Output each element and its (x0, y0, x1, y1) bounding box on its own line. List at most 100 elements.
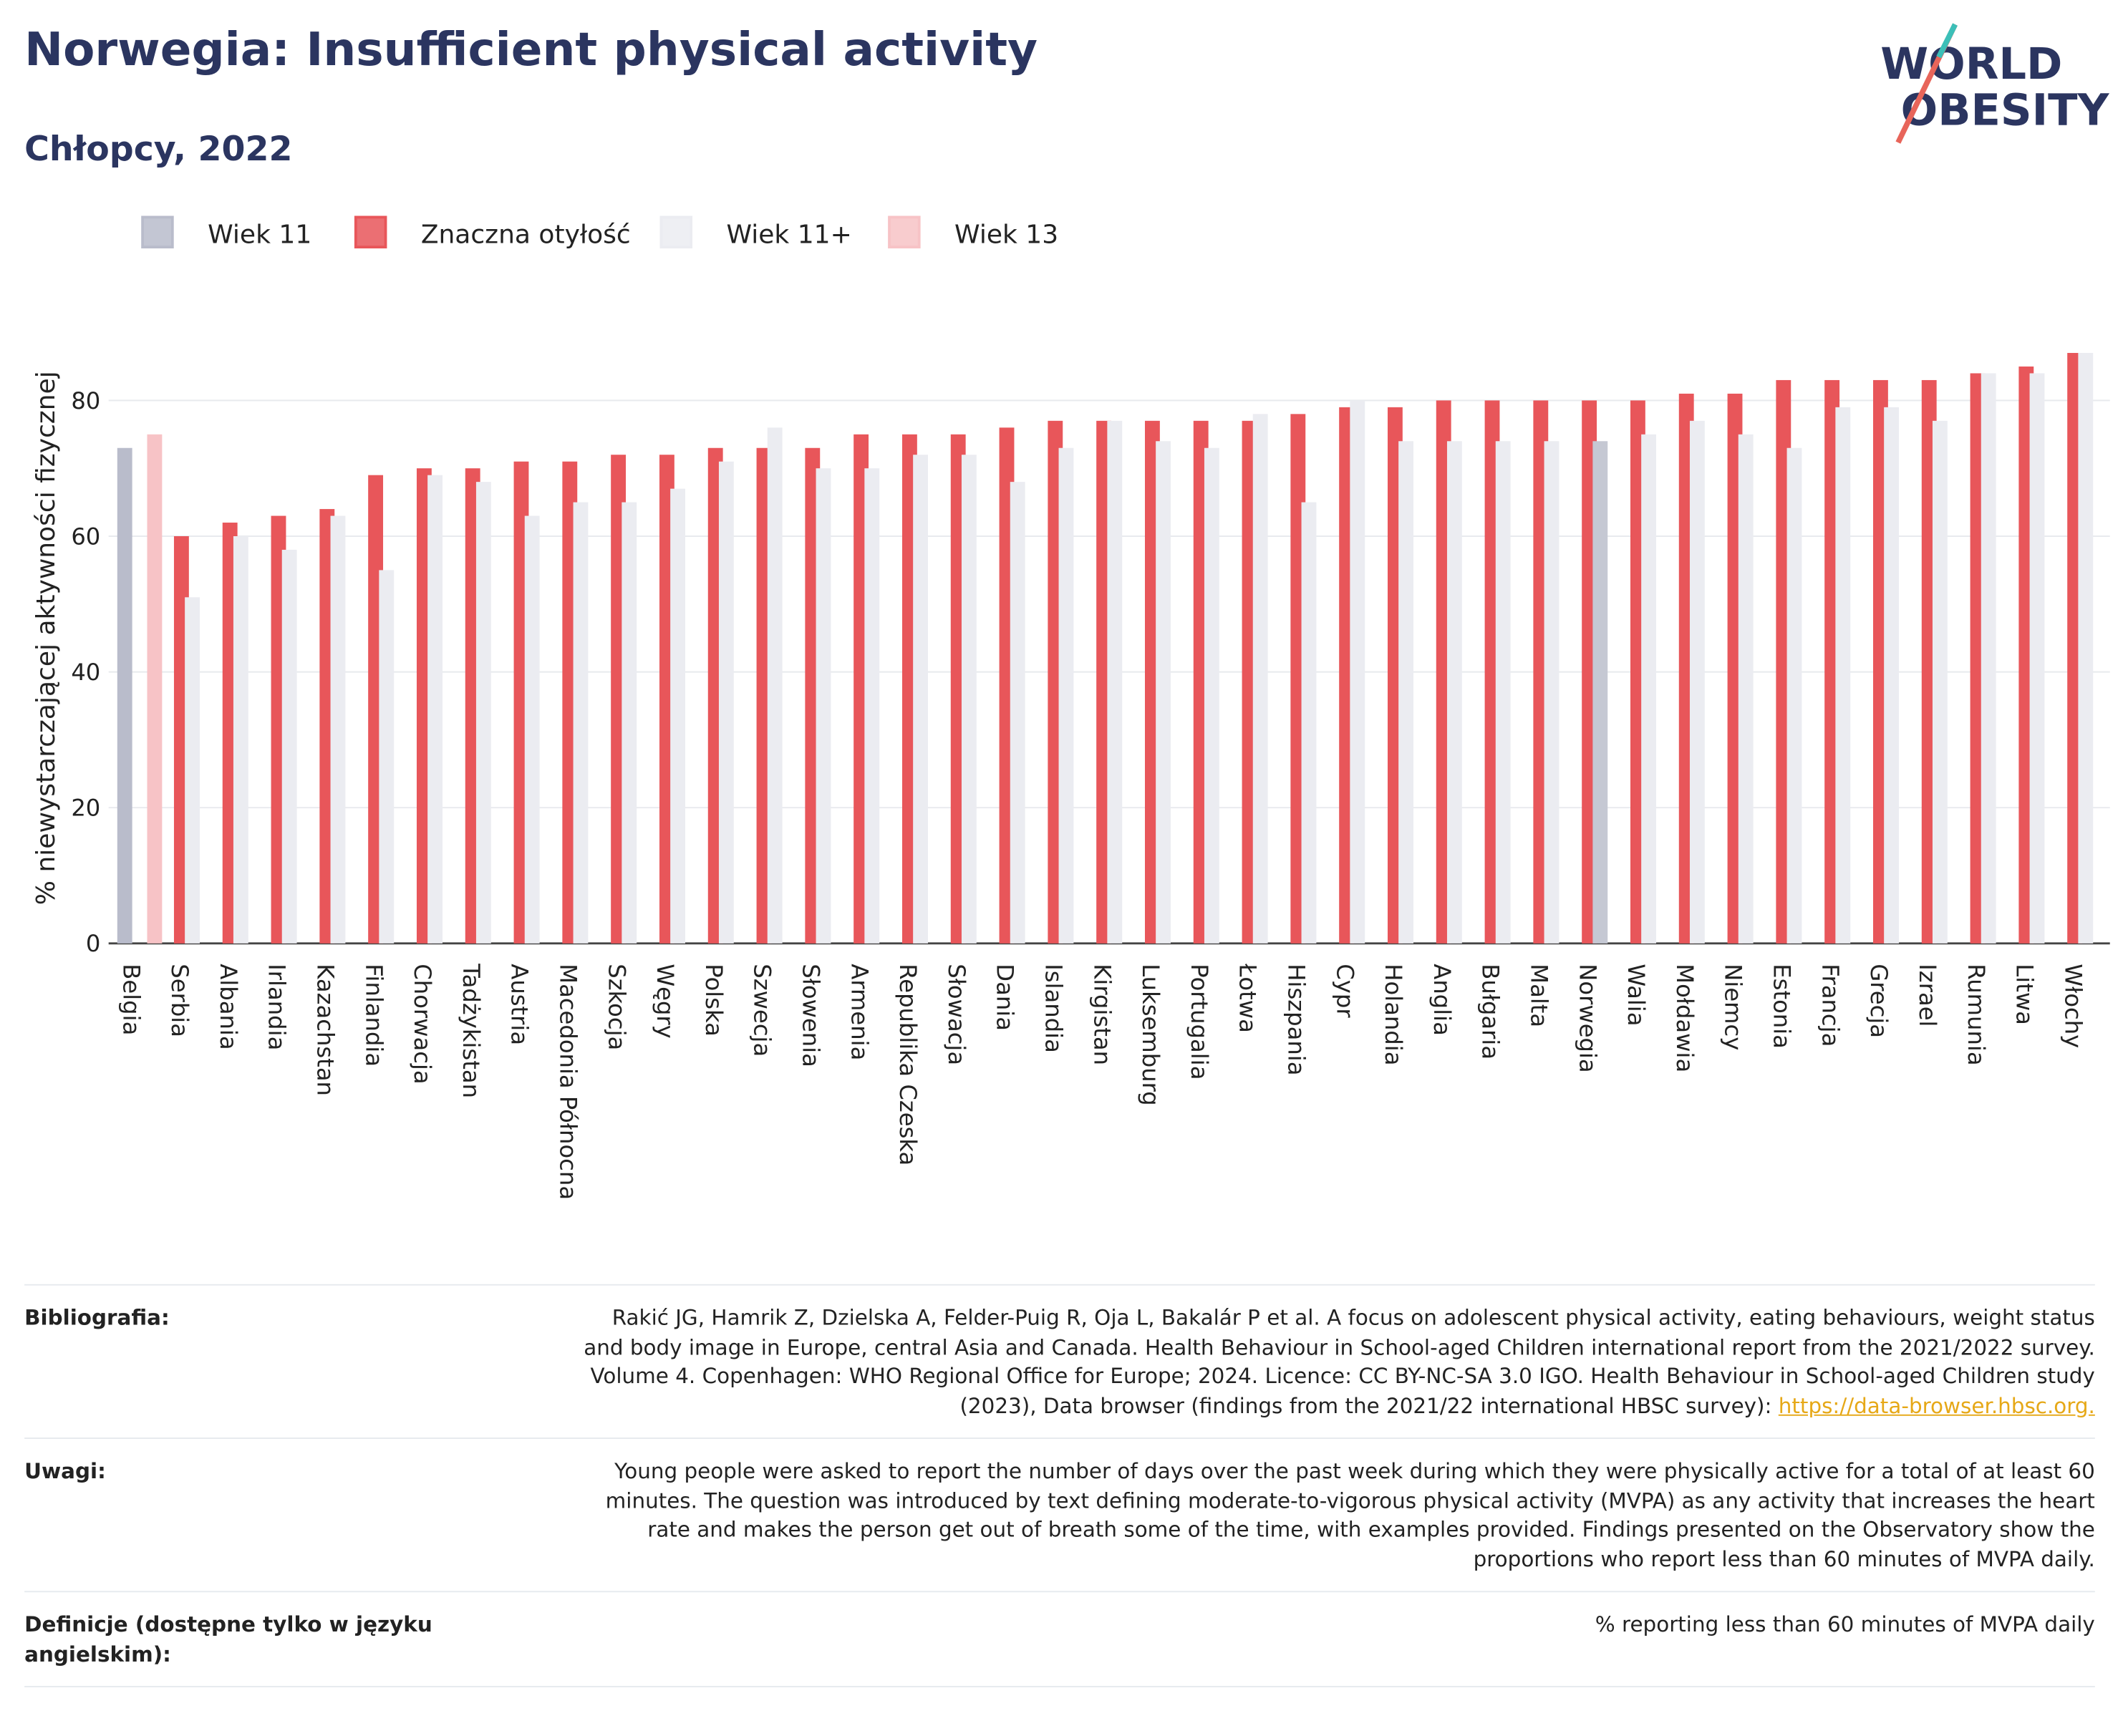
bar (1156, 441, 1171, 944)
x-tick-label: Malta (1526, 964, 1553, 1027)
x-tick-label: Szwecja (749, 964, 776, 1057)
y-tick-label: 0 (86, 930, 101, 957)
bar (1592, 441, 1608, 944)
bar (2078, 353, 2094, 944)
bar (816, 468, 831, 944)
x-tick-label: Szkocja (603, 964, 630, 1050)
x-tick-label: Chorwacja (409, 964, 436, 1084)
footer-label: Bibliografia: (24, 1306, 170, 1331)
bar (864, 468, 880, 944)
y-tick-label: 80 (71, 387, 100, 414)
bar (1495, 441, 1511, 944)
footer-rule (24, 1686, 2095, 1687)
bar (2029, 373, 2045, 944)
bar (1835, 407, 1851, 944)
bar (330, 515, 346, 944)
footer-text-body: % reporting less than 60 minutes of MVPA… (1595, 1612, 2095, 1637)
x-tick-label: Norwegia (1574, 964, 1601, 1072)
bar (961, 455, 977, 944)
bar (1786, 447, 1802, 944)
footer-text: % reporting less than 60 minutes of MVPA… (445, 1611, 2095, 1670)
x-tick-label: Islandia (1040, 964, 1068, 1053)
bar (379, 570, 395, 944)
x-tick-label: Izrael (1914, 964, 1941, 1027)
x-tick-label: Macedonia Północna (555, 964, 582, 1200)
bar (1204, 447, 1219, 944)
x-tick-label: Grecja (1865, 964, 1892, 1038)
footer-label: Uwagi: (24, 1459, 106, 1484)
bar (670, 488, 686, 944)
bar (1446, 441, 1462, 944)
x-tick-label: Anglia (1428, 964, 1456, 1036)
bar (233, 535, 248, 944)
bar (1350, 400, 1365, 944)
bar (427, 475, 443, 944)
legend-swatch (354, 215, 387, 249)
bar (573, 502, 589, 944)
y-tick-label: 40 (71, 659, 100, 686)
bar (1544, 441, 1560, 944)
bar (1058, 447, 1074, 944)
logo-text: WORLD (1880, 39, 2062, 89)
bar (767, 427, 783, 944)
x-tick-label: Luksemburg (1137, 964, 1164, 1105)
bar (1884, 407, 1900, 944)
footer-text-body: Young people were asked to report the nu… (605, 1459, 2095, 1571)
bar (1689, 420, 1705, 944)
x-tick-label: Dania (992, 964, 1019, 1031)
x-tick-label: Słowacja (943, 964, 970, 1065)
legend-swatch (141, 215, 174, 249)
x-tick-label: Portugalia (1186, 964, 1213, 1080)
x-tick-label: Holandia (1380, 964, 1407, 1065)
x-tick-label: Estonia (1769, 964, 1796, 1049)
bar (475, 482, 491, 944)
x-tick-label: Serbia (166, 964, 193, 1037)
footer-row: Uwagi: Young people were asked to report … (24, 1437, 2095, 1591)
legend-label: Znaczna otyłość (421, 220, 631, 249)
x-tick-label: Polska (700, 964, 727, 1037)
x-tick-label: Albania (215, 964, 242, 1049)
legend-label: Wiek 11 (208, 220, 311, 249)
x-tick-label: Belgia (117, 964, 145, 1035)
footer-label: Definicje (dostępne tylko w języku angie… (24, 1612, 432, 1667)
chart: Norwegia: Insufficient physical activity… (24, 23, 2110, 1200)
bar (1932, 420, 1948, 944)
chart-title: Norwegia: Insufficient physical activity (24, 23, 1038, 77)
footer-row: Bibliografia: Rakić JG, Hamrik Z, Dzielsk… (24, 1284, 2095, 1437)
x-tick-label: Kazachstan (312, 964, 339, 1096)
x-tick-label: Walia (1623, 964, 1650, 1026)
x-tick-label: Litwa (2011, 964, 2039, 1025)
chart-subtitle: Chłopcy, 2022 (24, 130, 292, 169)
legend-swatch (659, 215, 693, 249)
legend-swatch (888, 215, 921, 249)
x-tick-label: Hiszpania (1283, 964, 1310, 1075)
y-tick-label: 20 (71, 795, 100, 822)
footer: Bibliografia: Rakić JG, Hamrik Z, Dzielsk… (24, 1284, 2095, 1687)
x-tick-label: Włochy (2059, 964, 2086, 1048)
x-tick-label: Republika Czeska (894, 964, 922, 1165)
legend-label: Wiek 11+ (726, 220, 851, 249)
bar (1301, 502, 1317, 944)
bar (1981, 373, 1996, 944)
x-tick-label: Finlandia (360, 964, 387, 1067)
bar (1398, 441, 1414, 944)
bar (718, 461, 734, 944)
bar (1010, 482, 1025, 944)
x-tick-label: Rumunia (1963, 964, 1990, 1065)
x-tick-label: Kirgistan (1088, 964, 1116, 1065)
bar (1641, 434, 1657, 944)
x-tick-label: Francja (1817, 964, 1844, 1047)
x-tick-label: Słowenia (798, 964, 825, 1067)
bar (147, 434, 163, 944)
footer-text: Young people were asked to report the nu… (445, 1458, 2095, 1575)
x-tick-label: Armenia (846, 964, 873, 1060)
x-tick-label: Tadżykistan (458, 963, 485, 1098)
footer-link[interactable]: https://data-browser.hbsc.org. (1778, 1393, 2095, 1418)
x-tick-label: Łotwa (1234, 963, 1262, 1033)
x-tick-label: Austria (506, 964, 533, 1045)
bar (1738, 434, 1754, 944)
bar (913, 455, 929, 944)
bar (1107, 420, 1123, 944)
